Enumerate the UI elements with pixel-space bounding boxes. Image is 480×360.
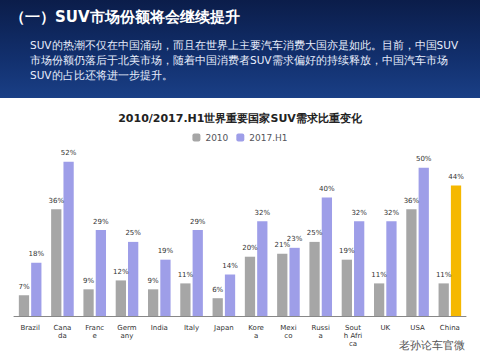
svg-text:Japan: Japan — [213, 324, 234, 332]
svg-text:Cana: Cana — [53, 324, 71, 332]
svg-text:12%: 12% — [113, 268, 129, 276]
svg-text:18%: 18% — [29, 250, 45, 258]
svg-text:11%: 11% — [371, 271, 387, 279]
svg-text:a: a — [254, 332, 258, 340]
svg-text:6%: 6% — [212, 286, 223, 294]
svg-text:20%: 20% — [242, 244, 258, 252]
svg-text:21%: 21% — [274, 241, 290, 250]
svg-text:Italy: Italy — [184, 324, 199, 332]
svg-text:9%: 9% — [83, 277, 94, 285]
svg-text:China: China — [440, 324, 460, 332]
svg-text:2017.H1: 2017.H1 — [249, 133, 287, 143]
svg-text:9%: 9% — [148, 277, 159, 285]
svg-text:Germ: Germ — [117, 324, 136, 332]
svg-text:Franc: Franc — [85, 324, 104, 332]
svg-text:ca: ca — [349, 340, 357, 348]
svg-text:Kore: Kore — [248, 324, 264, 332]
svg-text:36%: 36% — [48, 197, 64, 205]
svg-text:Mexi: Mexi — [280, 324, 296, 332]
svg-text:25%: 25% — [125, 229, 141, 237]
svg-text:19%: 19% — [158, 247, 174, 255]
svg-text:11%: 11% — [178, 271, 194, 279]
svg-text:29%: 29% — [93, 218, 109, 226]
svg-text:36%: 36% — [404, 197, 420, 205]
html-text:（一）SUV市场份额将会继续提升: （一）SUV市场份额将会继续提升 — [10, 8, 240, 26]
html-text:老孙论车官微: 老孙论车官微 — [399, 339, 465, 352]
html-text:SUV的热潮不仅在中国涌动，而且在世界上主要汽车消费大国亦是: SUV的热潮不仅在中国涌动，而且在世界上主要汽车消费大国亦是如此。目前，中国SU… — [30, 39, 459, 81]
svg-text:23%: 23% — [287, 235, 303, 243]
svg-text:Russi: Russi — [312, 324, 330, 332]
svg-text:32%: 32% — [384, 209, 400, 217]
svg-text:a: a — [319, 332, 323, 340]
svg-text:USA: USA — [410, 324, 425, 332]
svg-text:e: e — [93, 332, 97, 340]
svg-text:h Afri: h Afri — [344, 332, 363, 340]
svg-text:co: co — [284, 332, 292, 340]
svg-text:32%: 32% — [351, 209, 367, 217]
svg-text:any: any — [121, 332, 134, 340]
svg-text:40%: 40% — [319, 185, 335, 193]
svg-text:44%: 44% — [448, 173, 464, 181]
svg-text:11%: 11% — [436, 271, 452, 279]
svg-text:2010: 2010 — [205, 133, 228, 143]
svg-text:India: India — [151, 324, 168, 332]
svg-text:29%: 29% — [190, 218, 206, 226]
svg-text:7%: 7% — [18, 283, 29, 291]
svg-text:da: da — [58, 332, 67, 340]
svg-text:Sout: Sout — [345, 324, 361, 332]
svg-text:32%: 32% — [255, 209, 271, 217]
svg-text:19%: 19% — [339, 247, 355, 255]
svg-text:14%: 14% — [222, 262, 238, 270]
svg-text:2010/2017.H1世界重要国家SUV需求比重变化: 2010/2017.H1世界重要国家SUV需求比重变化 — [118, 112, 363, 125]
svg-text:UK: UK — [380, 324, 390, 332]
svg-text:50%: 50% — [416, 155, 432, 163]
svg-text:25%: 25% — [307, 229, 323, 237]
svg-text:52%: 52% — [61, 149, 77, 157]
svg-text:Brazil: Brazil — [20, 324, 40, 332]
